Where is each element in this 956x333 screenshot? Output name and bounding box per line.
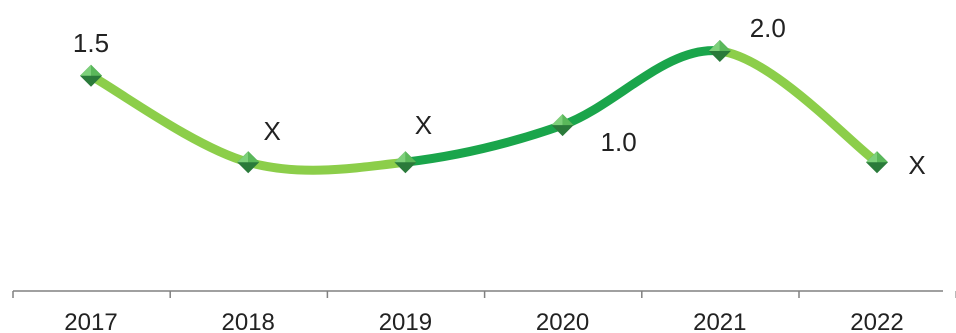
data-labels: 1.5 X X 1.0 2.0 X [73,13,926,180]
data-point-2017 [80,64,102,87]
data-label-2022: X [908,150,925,180]
x-tick-label-2020: 2020 [536,309,589,333]
x-tick-label-2018: 2018 [222,309,275,333]
data-point-2021 [708,40,731,63]
data-point-2020 [551,114,574,137]
data-label-2017: 1.5 [73,28,109,58]
x-tick-label-2017: 2017 [64,309,117,333]
line-segment-2020-2021 [558,46,725,130]
data-markers [80,40,888,174]
x-tick-label-2019: 2019 [379,309,432,333]
x-axis [12,290,956,298]
line-segment-2017-2018 [86,71,253,167]
data-point-2019 [394,151,417,174]
data-point-2022 [866,151,888,174]
line-segment-2021-2022 [715,46,882,167]
data-label-2021: 2.0 [750,13,786,43]
data-label-2020: 1.0 [601,127,637,157]
line-segment-2018-2019 [243,157,410,175]
x-tick-labels: 2017 2018 2019 2020 2021 2022 [64,309,903,333]
x-tick-label-2022: 2022 [850,309,903,333]
series-line [86,46,882,175]
data-label-2019: X [415,110,432,140]
x-tick-label-2021: 2021 [693,309,746,333]
line-segment-2019-2020 [400,120,568,167]
data-label-2018: X [264,116,281,146]
data-point-2018 [237,151,260,174]
